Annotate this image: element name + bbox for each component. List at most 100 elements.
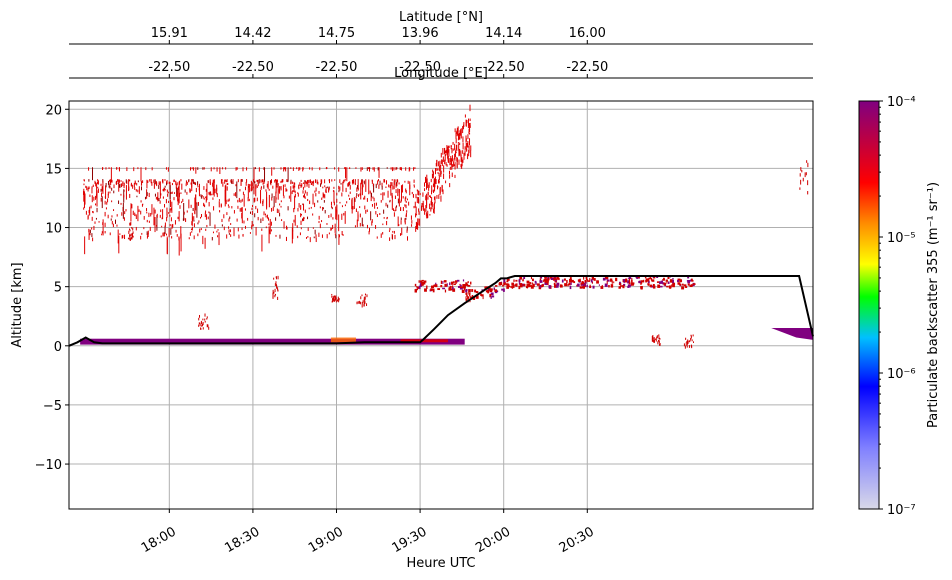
heatmap-cell	[376, 214, 378, 218]
heatmap-cell	[333, 295, 335, 298]
top-tick-label: 15.91	[151, 26, 188, 41]
heatmap-cell	[164, 204, 166, 208]
heatmap-cell	[469, 132, 471, 135]
heatmap-cell	[458, 144, 460, 151]
heatmap-cell	[171, 201, 173, 213]
heatmap-cell	[454, 174, 456, 179]
heatmap-cell	[458, 149, 460, 155]
heatmap-cell	[376, 207, 378, 209]
heatmap-cell	[391, 233, 393, 239]
heatmap-cell	[384, 179, 386, 183]
heatmap-cell	[275, 234, 277, 237]
heatmap-cell	[198, 183, 200, 197]
heatmap-cell	[341, 213, 343, 220]
heatmap-cell	[270, 179, 272, 184]
heatmap-cell	[577, 283, 580, 287]
heatmap-cell	[394, 209, 396, 212]
heatmap-cell	[218, 201, 220, 208]
heatmap-cell	[369, 167, 371, 170]
heatmap-cell	[361, 294, 363, 297]
heatmap-cell	[408, 167, 410, 172]
heatmap-cell	[452, 161, 454, 167]
heatmap-cell	[484, 286, 487, 289]
heatmap-cell	[88, 209, 90, 214]
heatmap-cell	[685, 342, 687, 346]
heatmap-cell	[280, 167, 282, 170]
heatmap-cell	[200, 195, 202, 199]
heatmap-cell	[366, 303, 368, 307]
heatmap-cell	[643, 279, 645, 283]
heatmap-cell	[338, 233, 340, 245]
heatmap-cell	[444, 150, 446, 154]
heatmap-cell	[338, 298, 340, 301]
heatmap-cell	[431, 190, 433, 195]
heatmap-cell	[444, 289, 447, 293]
heatmap-cell	[339, 179, 341, 184]
heatmap-cell	[361, 179, 363, 196]
heatmap-cell	[129, 229, 131, 232]
heatmap-cell	[406, 229, 408, 233]
heatmap-cell	[299, 232, 301, 236]
heatmap-cell	[432, 183, 434, 187]
heatmap-cell	[355, 195, 357, 199]
heatmap-cell	[529, 285, 533, 287]
heatmap-cell	[279, 203, 281, 206]
heatmap-cell	[507, 283, 510, 287]
heatmap-cell	[385, 202, 387, 207]
heatmap-cell	[354, 225, 356, 228]
heatmap-cell	[148, 212, 150, 218]
heatmap-cell	[375, 225, 377, 229]
heatmap-cell	[343, 212, 345, 216]
heatmap-cell	[398, 182, 400, 185]
heatmap-cell	[506, 278, 510, 281]
heatmap-cell	[467, 153, 469, 160]
heatmap-cell	[532, 283, 535, 288]
heatmap-cell	[287, 179, 289, 183]
heatmap-cell	[435, 282, 437, 286]
heatmap-cell	[132, 184, 134, 189]
heatmap-cell	[390, 167, 392, 170]
heatmap-cell	[443, 280, 447, 283]
heatmap-cell	[652, 276, 656, 279]
heatmap-cell	[398, 199, 400, 201]
heatmap-cell	[395, 206, 397, 212]
heatmap-cell	[449, 158, 451, 166]
heatmap-cell	[375, 183, 377, 189]
heatmap-cell	[88, 187, 90, 189]
heatmap-cell	[244, 225, 246, 229]
heatmap-cell	[320, 179, 322, 183]
heatmap-cell	[179, 205, 181, 209]
heatmap-cell	[254, 167, 256, 170]
enhanced-band	[400, 339, 448, 343]
heatmap-cell	[446, 150, 448, 153]
heatmap-cell	[455, 151, 457, 154]
heatmap-cell	[393, 212, 395, 217]
heatmap-cell	[424, 182, 426, 187]
heatmap-cell	[526, 284, 530, 287]
heatmap-cell	[181, 201, 183, 204]
heatmap-cell	[304, 190, 306, 194]
heatmap-cell	[165, 233, 167, 236]
heatmap-cell	[212, 182, 214, 187]
heatmap-cell	[468, 123, 470, 131]
heatmap-cell	[618, 286, 621, 289]
heatmap-cell	[263, 167, 265, 170]
heatmap-cell	[91, 216, 93, 221]
heatmap-cell	[149, 179, 151, 182]
heatmap-cell	[277, 296, 279, 300]
heatmap-cell	[272, 292, 274, 296]
heatmap-cell	[98, 221, 100, 223]
heatmap-cell	[648, 277, 651, 280]
heatmap-cell	[460, 132, 462, 139]
heatmap-cell	[266, 183, 268, 188]
heatmap-cell	[389, 237, 391, 241]
heatmap-cell	[467, 123, 469, 129]
heatmap-cell	[656, 335, 658, 338]
heatmap-cell	[334, 296, 336, 301]
heatmap-cell	[443, 147, 445, 155]
heatmap-cell	[437, 168, 439, 171]
heatmap-cell	[629, 284, 631, 287]
heatmap-cell	[122, 234, 124, 239]
heatmap-cell	[426, 178, 428, 183]
top-axis-label: Latitude [°N]	[399, 10, 483, 25]
